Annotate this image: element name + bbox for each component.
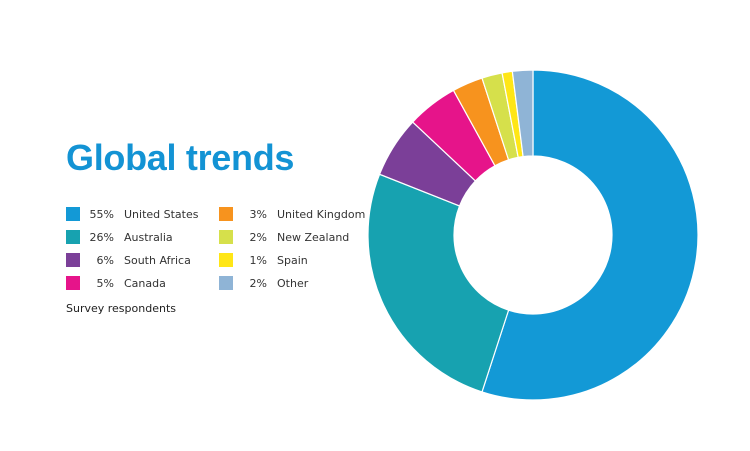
legend-swatch xyxy=(219,276,233,290)
legend-item-canada: 5% Canada xyxy=(66,275,166,291)
legend-swatch xyxy=(219,230,233,244)
chart-title: Global trends xyxy=(66,137,295,178)
legend-item-united-kingdom: 3% United Kingdom xyxy=(219,206,365,222)
legend-swatch xyxy=(66,230,80,244)
legend-item-spain: 1% Spain xyxy=(219,252,308,268)
legend-label: Other xyxy=(277,276,309,290)
legend-value: 6% xyxy=(96,253,114,267)
legend-label: United States xyxy=(124,207,199,221)
legend-value: 1% xyxy=(249,253,267,267)
legend-label: New Zealand xyxy=(277,230,350,244)
legend-value: 5% xyxy=(96,276,114,290)
legend-value: 26% xyxy=(89,230,114,244)
donut-slice-australia xyxy=(367,173,510,393)
legend-swatch xyxy=(219,207,233,221)
legend-label: Canada xyxy=(124,276,166,290)
legend-swatch xyxy=(66,276,80,290)
legend-label: South Africa xyxy=(124,253,191,267)
legend: 55% United States 26% Australia 6% South… xyxy=(66,206,366,306)
legend-value: 2% xyxy=(249,230,267,244)
legend-label: Spain xyxy=(277,253,308,267)
legend-item-united-states: 55% United States xyxy=(66,206,199,222)
legend-value: 2% xyxy=(249,276,267,290)
legend-item-south-africa: 6% South Africa xyxy=(66,252,191,268)
donut-slice-united-states xyxy=(481,69,699,401)
legend-value: 55% xyxy=(89,207,114,221)
legend-item-new-zealand: 2% New Zealand xyxy=(219,229,349,245)
legend-item-other: 2% Other xyxy=(219,275,308,291)
legend-swatch xyxy=(66,253,80,267)
legend-item-australia: 26% Australia xyxy=(66,229,173,245)
legend-swatch xyxy=(66,207,80,221)
legend-label: Australia xyxy=(124,230,173,244)
legend-label: United Kingdom xyxy=(277,207,366,221)
legend-swatch xyxy=(219,253,233,267)
legend-value: 3% xyxy=(249,207,267,221)
donut-slice-other xyxy=(511,69,534,158)
legend-caption: Survey respondents xyxy=(66,302,176,315)
